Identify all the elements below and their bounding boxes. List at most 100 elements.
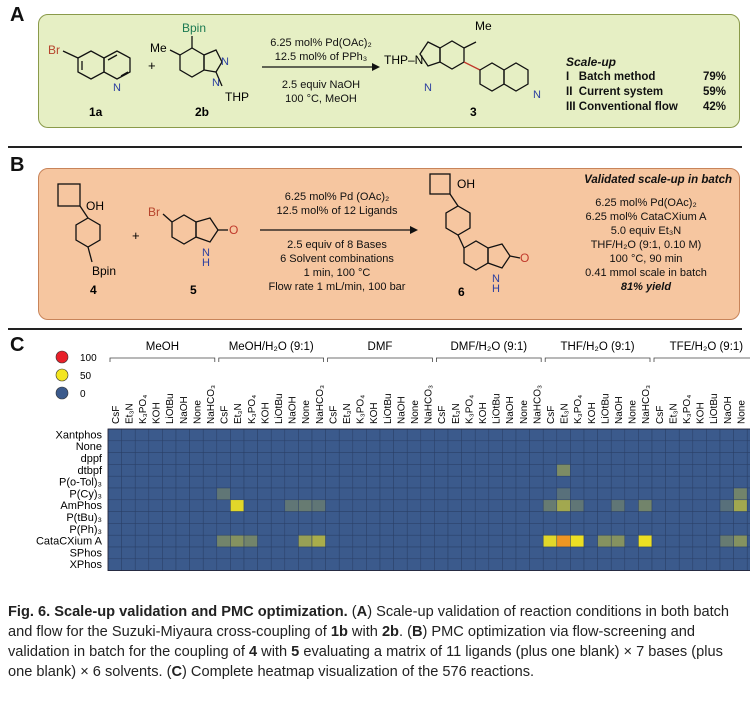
heatmap-cell	[651, 487, 666, 501]
legend-swatch	[55, 368, 69, 382]
heatmap-cell	[570, 440, 585, 453]
heatmap-cell	[366, 558, 381, 571]
heatmap-cell	[474, 523, 490, 536]
heatmap-cell	[474, 428, 490, 442]
heatmap-cell	[570, 452, 585, 465]
ligand-tick-label: None	[76, 441, 102, 453]
panel-b-box	[38, 168, 740, 320]
heatmap-cell	[651, 440, 666, 453]
cond-a-above-2: 12.5 mol% of PPh₃	[274, 51, 368, 63]
heatmap-cell	[678, 546, 694, 560]
heatmap-cell	[311, 440, 326, 453]
base-tick-label: NaOH	[396, 396, 407, 424]
heatmap-cell	[311, 558, 326, 571]
me-atom-3: Me	[475, 19, 492, 33]
heatmap-cell	[107, 499, 122, 512]
heatmap-cell	[624, 534, 639, 548]
o-atom-6: O	[520, 251, 529, 265]
heatmap-cell	[352, 523, 367, 536]
heatmap-cell	[230, 558, 245, 571]
heatmap-cell	[733, 464, 748, 477]
heatmap-cell	[447, 511, 462, 524]
heatmap-cell	[434, 546, 449, 560]
base-tick-label: K₃PO₄	[682, 395, 693, 424]
heatmap-cell	[366, 499, 381, 512]
base-tick-label: NaHCO₃	[532, 385, 543, 424]
heatmap-cell	[420, 546, 435, 560]
heatmap-cell	[420, 452, 435, 465]
heatmap-cell	[338, 428, 354, 442]
base-tick-label: CsF	[437, 406, 448, 424]
heatmap-cell	[678, 452, 694, 465]
heatmap-cell	[570, 464, 585, 477]
base-tick-label: LiOtBu	[274, 393, 285, 424]
heatmap-cell	[556, 499, 571, 512]
heatmap-cell	[474, 440, 490, 453]
heatmap-cell	[243, 558, 258, 571]
heatmap-cell	[597, 511, 612, 524]
heatmap-cell	[121, 452, 136, 465]
caption-part: 2b	[381, 624, 399, 640]
heatmap-cell	[719, 499, 734, 512]
heatmap-cell	[488, 534, 503, 548]
heatmap-cell	[692, 558, 707, 571]
heatmap-cell	[325, 546, 340, 560]
heatmap-cell	[583, 475, 598, 489]
heatmap-cell	[243, 475, 258, 489]
heatmap-cell	[338, 487, 354, 501]
caption-part: A	[356, 604, 368, 620]
ligand-tick-label: dtbpf	[78, 465, 103, 477]
heatmap-cell	[325, 428, 340, 442]
heatmap-cell	[556, 511, 571, 524]
heatmap-cell	[733, 428, 748, 442]
heatmap-cell	[162, 452, 177, 465]
heatmap-cell	[202, 464, 218, 477]
heatmap-cell	[406, 546, 422, 560]
heatmap-cell	[624, 499, 639, 512]
heatmap-cell	[515, 558, 530, 571]
figure-caption: Fig. 6. Scale-up validation and PMC opti…	[8, 602, 743, 682]
heatmap-cell	[216, 440, 231, 453]
heatmap-cell	[638, 452, 653, 465]
heatmap-cell	[107, 475, 122, 489]
heatmap-cell	[610, 428, 626, 442]
heatmap-cell	[107, 428, 122, 442]
heatmap-cell	[284, 428, 299, 442]
heatmap-cell	[706, 546, 721, 560]
legend-swatch	[55, 350, 69, 364]
oh-atom-6: OH	[457, 177, 475, 191]
base-tick-label: None	[410, 400, 421, 424]
heatmap-cell	[488, 511, 503, 524]
heatmap-cell	[366, 475, 381, 489]
legend-swatch	[55, 386, 69, 400]
heatmap-cell	[719, 428, 734, 442]
heatmap-cell	[447, 487, 462, 501]
heatmap-cell	[175, 499, 190, 512]
ligand-tick-label: dppf	[81, 453, 103, 465]
heatmap-cell	[515, 511, 530, 524]
heatmap-cell	[583, 464, 598, 477]
heatmap-cell	[529, 558, 544, 571]
heatmap-cell	[230, 546, 245, 560]
heatmap-cell	[352, 487, 367, 501]
heatmap-cell	[624, 452, 639, 465]
heatmap-cell	[148, 534, 163, 548]
heatmap-cell	[638, 499, 653, 512]
heatmap-cell	[189, 487, 204, 501]
heatmap-cell	[488, 475, 503, 489]
heatmap-cell	[665, 511, 680, 524]
heatmap-cell	[352, 534, 367, 548]
br-atom-5: Br	[148, 205, 160, 219]
heatmap-cell	[474, 464, 490, 477]
validated-lines: 6.25 mol% Pd(OAc)₂ 6.25 mol% CataCXium A…	[560, 196, 732, 294]
heatmap-cell	[338, 440, 354, 453]
heatmap-cell	[216, 452, 231, 465]
base-tick-label: CsF	[655, 406, 666, 424]
heatmap-cell	[202, 558, 218, 571]
heatmap-cell	[406, 440, 422, 453]
reaction-arrowhead-b	[410, 226, 418, 234]
heatmap-cell	[719, 440, 734, 453]
heatmap-cell	[162, 464, 177, 477]
heatmap-cell	[243, 523, 258, 536]
heatmap-cell	[692, 487, 707, 501]
